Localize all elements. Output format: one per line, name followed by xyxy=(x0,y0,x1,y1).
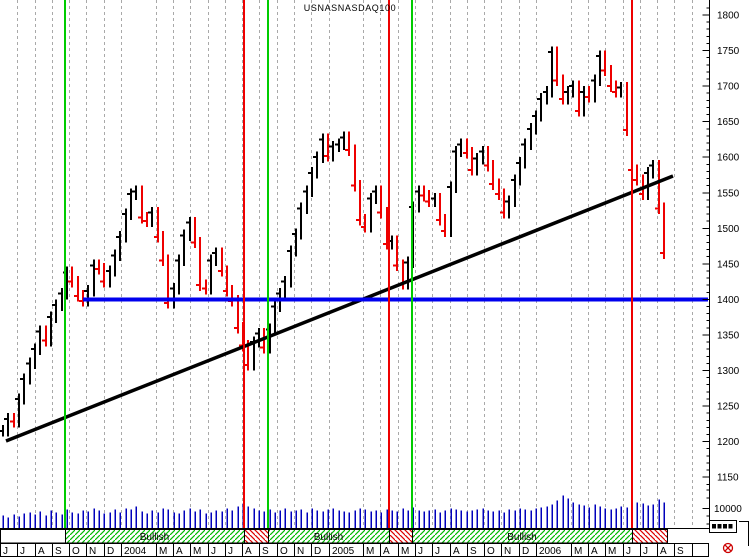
volume-bars xyxy=(2,495,665,529)
signal-lines xyxy=(64,0,633,528)
month-label: J xyxy=(228,546,233,557)
month-label: A xyxy=(176,546,183,557)
month-label: O xyxy=(280,546,288,557)
month-label: D xyxy=(522,546,529,557)
month-label: 2006 xyxy=(539,546,562,557)
volume-axis: 10000 xyxy=(702,489,742,525)
month-label: 2004 xyxy=(124,546,147,557)
price-axis-label: 1150 xyxy=(717,473,739,484)
regime-label: Bullish xyxy=(140,532,169,543)
month-label: J xyxy=(643,546,648,557)
trend-line xyxy=(5,174,674,443)
price-axis-label: 1300 xyxy=(717,366,740,377)
month-label: J xyxy=(626,546,631,557)
month-label: A xyxy=(453,546,460,557)
price-axis-label: 1450 xyxy=(717,259,740,270)
month-label: S xyxy=(470,546,477,557)
regime-label: Bullish xyxy=(507,532,536,543)
month-gridlines xyxy=(17,0,693,528)
mini-bar xyxy=(712,524,716,529)
regime-segment-bearish xyxy=(389,529,413,544)
month-label: A xyxy=(245,546,252,557)
mini-bar xyxy=(717,524,722,529)
price-axis-label: 1350 xyxy=(717,330,740,341)
month-label: M xyxy=(366,546,374,557)
price-axis-label: 1600 xyxy=(717,153,740,164)
month-label: J xyxy=(418,546,423,557)
price-axis-label: 1650 xyxy=(717,117,740,128)
volume-axis-label: 10000 xyxy=(714,504,742,515)
regime-segment-bearish xyxy=(632,529,668,544)
month-label: S xyxy=(677,546,684,557)
legend-bracket xyxy=(739,521,749,546)
mini-bar xyxy=(728,524,733,529)
month-label: A xyxy=(591,546,598,557)
price-axis-label: 1700 xyxy=(717,82,740,93)
regime-segment-none xyxy=(0,529,66,544)
month-label: J xyxy=(3,546,8,557)
regime-bar: Bullish Bullish Bullish xyxy=(0,529,668,544)
month-label: O xyxy=(72,546,80,557)
month-label: 2005 xyxy=(332,546,355,557)
chart-title: USNASNASDAQ100 xyxy=(303,3,397,13)
price-axis-label: 1550 xyxy=(717,188,740,199)
month-label: M xyxy=(193,546,201,557)
regime-label: Bullish xyxy=(314,532,343,543)
month-label: A xyxy=(38,546,45,557)
price-axis-label: 1250 xyxy=(717,402,740,413)
month-label: J xyxy=(211,546,216,557)
month-label: N xyxy=(504,546,511,557)
month-axis: J J A S O N D 2004 M A M J J A S O N D 2005 M A M J J A S O N D 2006 M… xyxy=(0,543,709,557)
price-axis: 1800 1750 1700 1650 1600 1550 1500 1450 1400 1350… xyxy=(702,7,740,485)
volume-legend-icon xyxy=(709,520,749,546)
month-label: O xyxy=(487,546,495,557)
close-icon-x[interactable] xyxy=(724,544,732,552)
price-axis-label: 1400 xyxy=(717,295,740,306)
month-label: S xyxy=(55,546,62,557)
price-axis-label: 1800 xyxy=(717,11,740,22)
price-axis-label: 1200 xyxy=(717,437,740,448)
month-label: A xyxy=(660,546,667,557)
month-label: A xyxy=(383,546,390,557)
price-axis-label: 1500 xyxy=(717,224,740,235)
month-label: D xyxy=(314,546,321,557)
mini-bar xyxy=(723,524,727,529)
month-label: S xyxy=(262,546,269,557)
month-label: D xyxy=(107,546,114,557)
month-label: J xyxy=(20,546,25,557)
price-bars xyxy=(0,46,665,437)
month-label: N xyxy=(89,546,96,557)
month-label: M xyxy=(574,546,582,557)
month-label: M xyxy=(608,546,616,557)
close-icon-circle[interactable] xyxy=(722,542,734,554)
month-label: M xyxy=(401,546,409,557)
regime-segment-bearish xyxy=(244,529,269,544)
month-label: N xyxy=(297,546,304,557)
price-axis-label: 1750 xyxy=(717,46,740,57)
month-label: J xyxy=(435,546,440,557)
month-label: M xyxy=(159,546,167,557)
close-icon[interactable] xyxy=(722,542,734,554)
